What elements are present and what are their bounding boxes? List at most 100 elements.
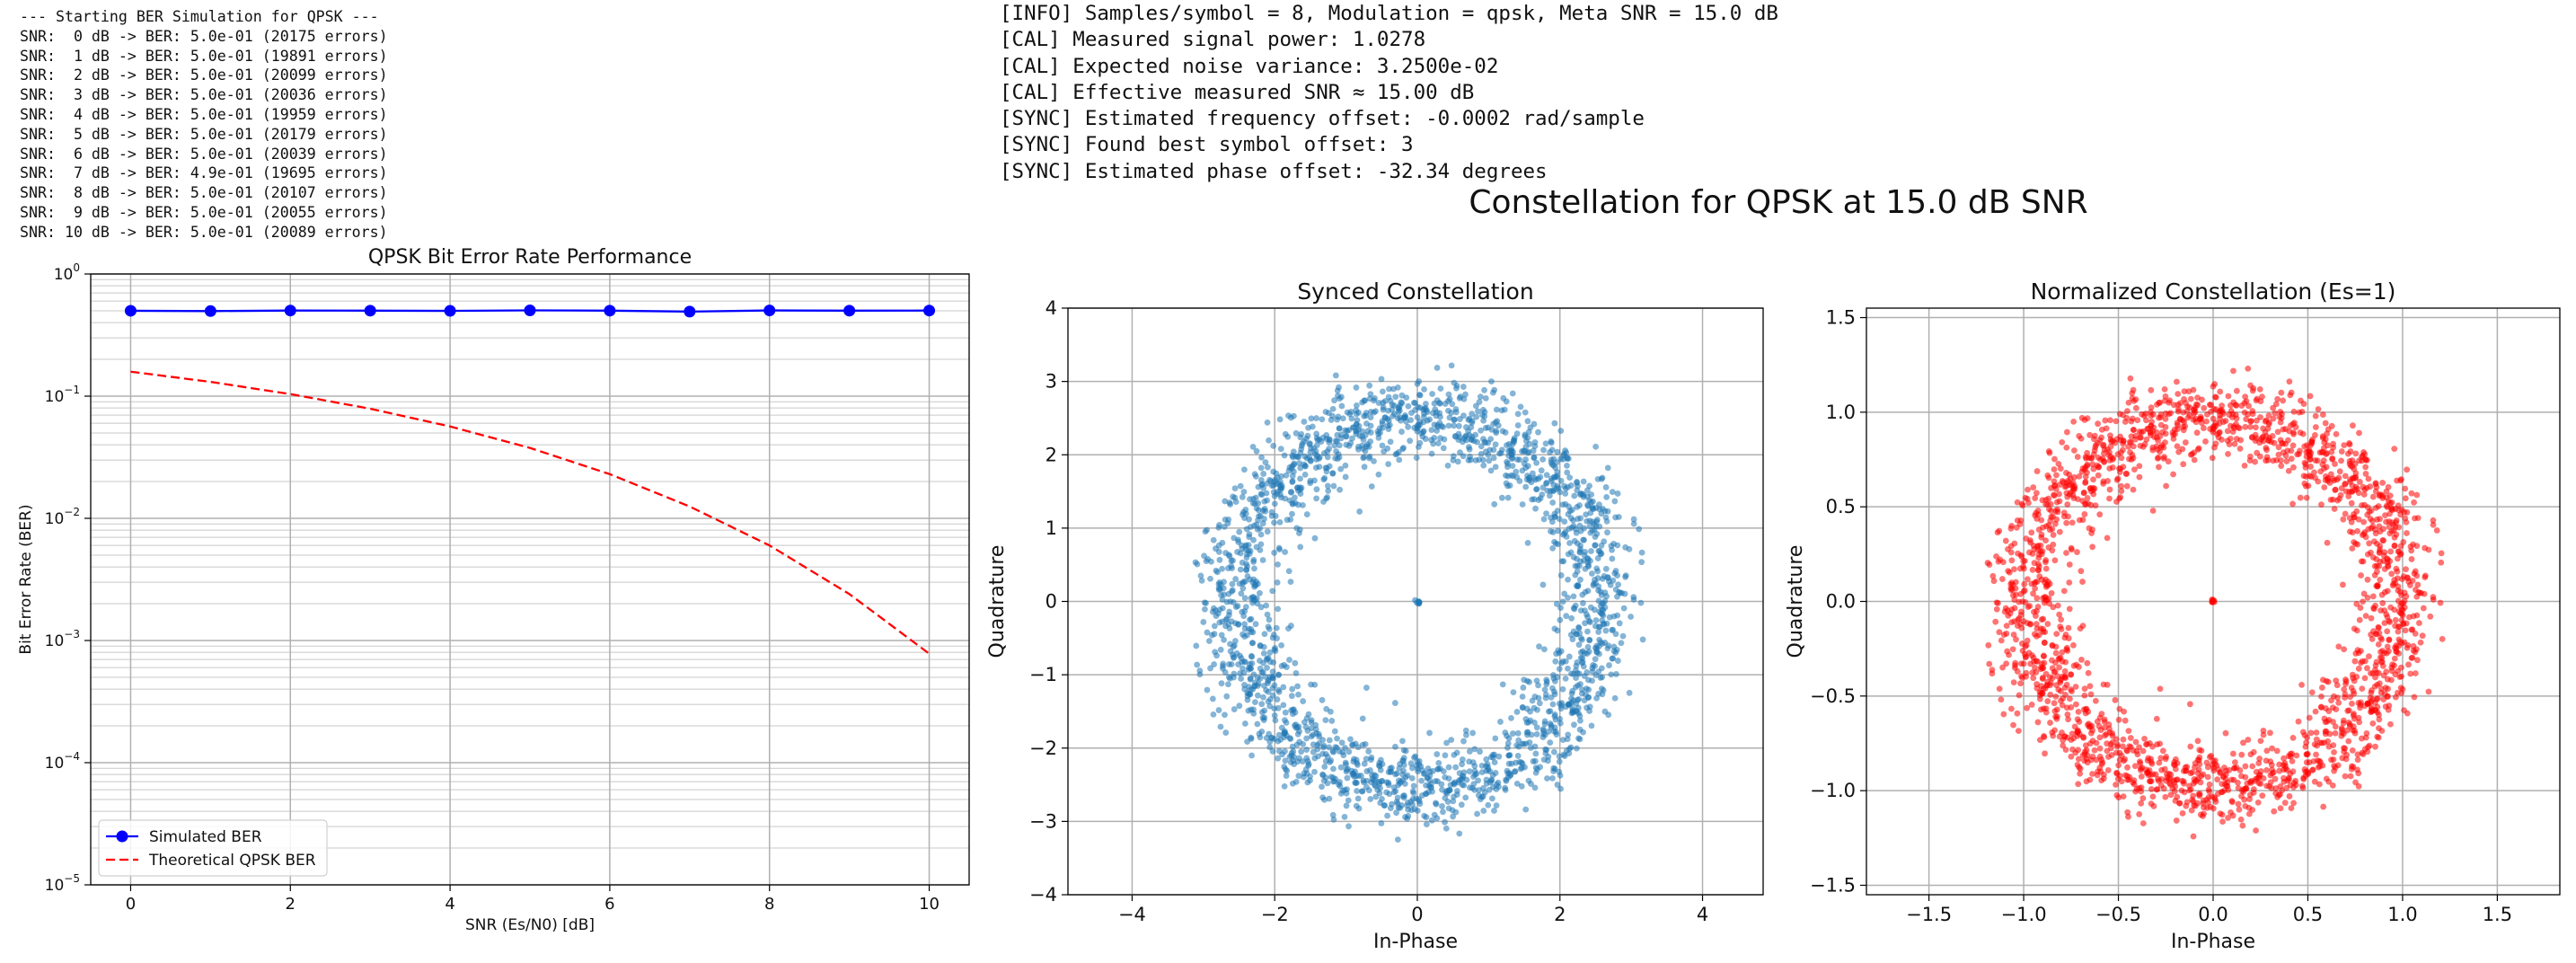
scatter-point (2238, 751, 2245, 758)
scatter-point (1483, 780, 1490, 787)
scatter-point (1560, 451, 1567, 457)
scatter-point (2263, 766, 2270, 773)
scatter-point (1290, 454, 1296, 461)
scatter-point (2018, 673, 2025, 680)
scatter-point (1588, 722, 1595, 729)
scatter-point (2262, 428, 2269, 436)
scatter-point (1557, 572, 1565, 579)
scatter-point (1256, 730, 1263, 738)
scatter-point (2312, 708, 2319, 715)
scatter-point (2285, 437, 2291, 444)
scatter-point (2138, 773, 2145, 780)
scatter-point (2024, 576, 2031, 583)
scatter-point (2281, 800, 2289, 807)
scatter-point (1277, 494, 1284, 501)
scatter-point (1557, 616, 1564, 623)
scatter-point (1513, 473, 1521, 481)
scatter-point (2083, 455, 2089, 462)
scatter-point (1546, 492, 1553, 499)
scatter-point (1434, 751, 1441, 757)
scatter-point (1283, 773, 1290, 779)
scatter-point (1532, 750, 1539, 757)
scatter-point (1540, 646, 1548, 653)
scatter-point (1316, 454, 1323, 461)
scatter-point (1259, 520, 1266, 526)
scatter-point (2318, 448, 2325, 455)
scatter-point (1327, 759, 1333, 765)
scatter-point (2236, 806, 2243, 813)
scatter-point (1503, 398, 1510, 405)
scatter-point (2167, 775, 2174, 782)
scatter-point (1260, 694, 1266, 701)
scatter-point (2063, 428, 2070, 436)
scatter-point (1239, 658, 1245, 666)
scatter-point (2082, 479, 2089, 485)
scatter-point (1565, 576, 1571, 583)
scatter-point (1610, 655, 1617, 662)
scatter-point (2380, 552, 2387, 559)
scatter-point (2092, 502, 2099, 509)
scatter-point (1565, 551, 1572, 558)
scatter-point (1460, 738, 1467, 745)
scatter-point (2063, 444, 2070, 451)
scatter-point (2157, 782, 2165, 789)
scatter-point (1574, 555, 1580, 562)
scatter-point (2038, 616, 2045, 623)
scatter-point (2080, 490, 2087, 497)
scatter-point (1581, 607, 1588, 614)
scatter-point (2369, 593, 2377, 600)
scatter-point (2313, 751, 2319, 758)
scatter-point (1592, 523, 1600, 530)
scatter-point (1286, 657, 1292, 663)
scatter-point (2090, 476, 2096, 483)
scatter-point (1394, 836, 1401, 844)
scatter-point (1338, 739, 1345, 747)
scatter-point (1478, 427, 1484, 434)
scatter-point (1405, 423, 1412, 430)
scatter-point (2057, 465, 2064, 473)
scatter-point (2368, 614, 2375, 622)
scatter-point (2044, 582, 2051, 589)
scatter-point (1216, 579, 1223, 586)
scatter-point (2069, 688, 2075, 695)
scatter-point (2328, 697, 2334, 704)
scatter-point (2051, 668, 2058, 676)
scatter-point (1469, 420, 1476, 427)
log-line: [CAL] Measured signal power: 1.0278 (1000, 28, 1426, 52)
scatter-point (1416, 798, 1423, 805)
scatter-point (1282, 748, 1288, 755)
scatter-point (1595, 690, 1602, 697)
scatter-point (2113, 418, 2120, 425)
scatter-point (2193, 777, 2200, 784)
scatter-point (1531, 496, 1538, 503)
scatter-point (1565, 483, 1571, 490)
scatter-point (1372, 408, 1379, 415)
scatter-point (2280, 440, 2287, 447)
scatter-point (1532, 476, 1539, 483)
scatter-point (1227, 641, 1233, 648)
x-tick-label: 0.0 (2198, 904, 2228, 925)
scatter-point (1595, 597, 1602, 605)
scatter-point (2368, 709, 2374, 716)
scatter-point (2088, 455, 2095, 462)
legend-theoretical-label: Theoretical QPSK BER (148, 852, 316, 870)
scatter-point (1270, 489, 1277, 496)
scatter-point (1330, 816, 1337, 823)
scatter-point (1998, 637, 2005, 644)
scatter-point (1572, 562, 1579, 570)
scatter-point (2089, 771, 2095, 777)
scatter-point (1593, 517, 1601, 523)
scatter-point (1519, 501, 1526, 508)
scatter-point (2107, 741, 2114, 747)
scatter-point (1495, 422, 1502, 429)
scatter-point (2096, 734, 2104, 741)
scatter-point (2401, 597, 2408, 605)
log-line: SNR: 1 dB -> BER: 5.0e-01 (19891 errors) (20, 47, 388, 65)
scatter-point (2118, 482, 2125, 490)
scatter-point (2325, 708, 2333, 714)
scatter-point (1249, 594, 1257, 601)
scatter-point (1300, 501, 1306, 508)
scatter-point (2351, 487, 2359, 493)
scatter-point (2044, 698, 2051, 704)
scatter-point (1295, 773, 1302, 780)
